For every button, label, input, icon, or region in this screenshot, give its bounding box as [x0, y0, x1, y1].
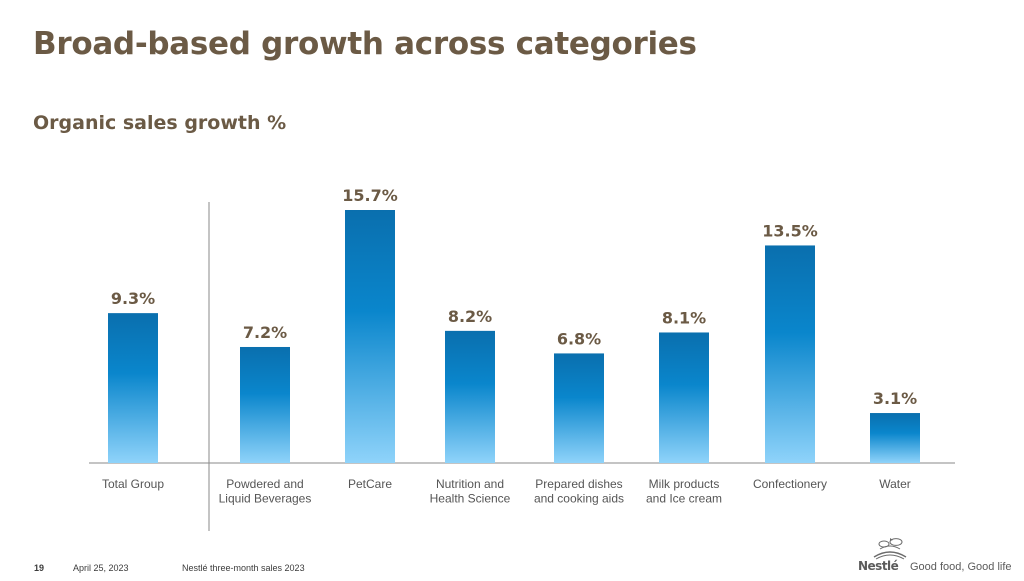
data-label-7: 13.5%	[762, 221, 818, 240]
chart-subtitle: Organic sales growth %	[33, 112, 287, 134]
category-label-7: Confectionery	[753, 477, 827, 491]
data-label-6: 8.1%	[662, 308, 706, 327]
bar-5	[554, 353, 604, 463]
brand-tagline: Good food, Good life	[910, 561, 1012, 573]
data-label-5: 6.8%	[557, 329, 601, 348]
slide-title: Broad-based growth across categories	[33, 26, 697, 62]
category-label-3: PetCare	[348, 477, 392, 491]
bar-4	[445, 330, 495, 463]
bar-8	[870, 413, 920, 463]
logo-wordmark: Nestlé	[858, 559, 899, 573]
page-number: 19	[34, 563, 45, 573]
data-label-2: 7.2%	[243, 323, 287, 342]
footer-document-title: Nestlé three-month sales 2023	[182, 563, 305, 573]
category-label-4: Nutrition and Health Science	[430, 477, 511, 506]
bar-1	[108, 313, 158, 463]
bar-chart: 9.3% Total Group 7.2% Powdered and Liquid Be…	[89, 186, 955, 531]
category-label-2: Powdered and Liquid Beverages	[219, 477, 312, 506]
category-label-8: Water	[879, 477, 911, 491]
data-label-4: 8.2%	[448, 307, 492, 326]
bar-7	[765, 245, 815, 463]
category-label-5: Prepared dishes and cooking aids	[534, 477, 624, 506]
category-label-1: Total Group	[102, 477, 164, 491]
category-label-6: Milk products and Ice cream	[646, 477, 722, 506]
nest-birds-icon	[873, 538, 907, 560]
brand-logo: Nestlé Good food, Good life	[858, 535, 1012, 575]
bar-3	[345, 210, 395, 463]
bar-6	[659, 332, 709, 463]
data-label-8: 3.1%	[873, 389, 917, 408]
data-label-3: 15.7%	[342, 186, 398, 205]
data-label-1: 9.3%	[111, 289, 155, 308]
footer-date: April 25, 2023	[73, 563, 129, 573]
bar-2	[240, 346, 290, 463]
